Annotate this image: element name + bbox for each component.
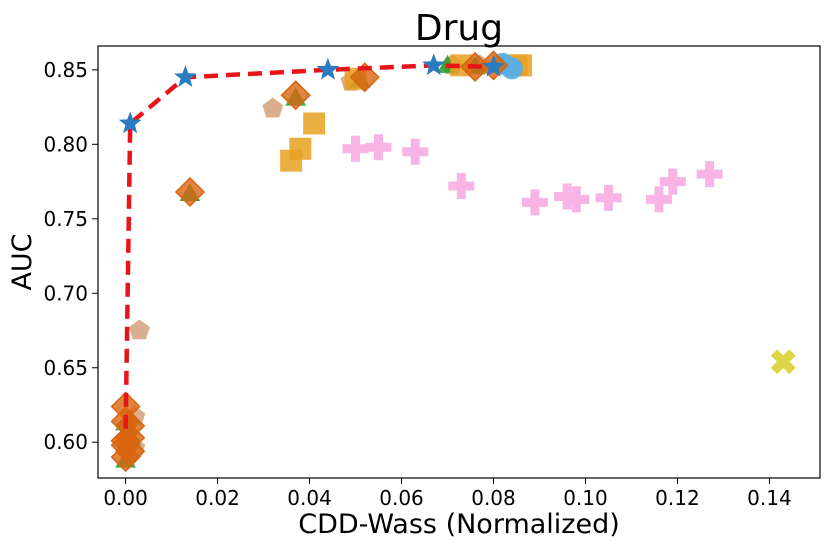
x-point	[770, 349, 796, 375]
plus-point	[365, 134, 392, 161]
y-tick-label: 0.65	[43, 356, 88, 380]
y-axis: 0.60 0.65 0.70 0.75 0.80 0.85	[43, 58, 98, 454]
x-tick-label: 0.00	[103, 486, 148, 510]
star-point	[174, 65, 197, 87]
plot-frame	[97, 45, 821, 479]
diamond-point	[280, 80, 311, 111]
plus-point	[521, 189, 548, 216]
pentagon-point	[128, 319, 150, 340]
plus-point	[402, 138, 429, 165]
pareto-frontier-line	[123, 63, 494, 429]
x-tick-label: 0.04	[287, 486, 332, 510]
plus-point	[342, 135, 369, 162]
x-tick-label: 0.08	[471, 486, 516, 510]
plus-point	[448, 173, 475, 199]
y-tick-label: 0.60	[43, 430, 88, 454]
diamond-point	[174, 176, 206, 208]
pentagon-point	[262, 97, 284, 118]
plus-point	[659, 168, 686, 195]
x-tick-label: 0.10	[563, 486, 608, 510]
y-tick-label: 0.70	[43, 281, 88, 305]
star-point	[316, 57, 340, 80]
square-point	[289, 137, 312, 160]
x-point-shape	[770, 349, 796, 375]
square-point	[303, 112, 326, 135]
plus-point	[646, 186, 672, 213]
y-tick-label: 0.85	[43, 58, 88, 82]
x-tick-label: 0.12	[655, 486, 700, 510]
star-point	[118, 111, 142, 134]
plus-point	[696, 161, 723, 188]
y-tick-label: 0.75	[43, 207, 88, 231]
diamond-point	[349, 62, 380, 93]
x-tick-label: 0.14	[747, 486, 792, 510]
y-axis-label: AUC	[7, 233, 38, 290]
x-tick-label: 0.06	[379, 486, 424, 510]
plus-point	[563, 186, 590, 213]
plot-marks	[110, 50, 796, 473]
chart-title: Drug	[415, 8, 503, 49]
y-tick-label: 0.80	[43, 132, 88, 156]
plus-point	[595, 184, 622, 211]
x-axis-label: CDD-Wass (Normalized)	[298, 509, 620, 540]
star-point	[482, 54, 505, 77]
star-point	[422, 53, 446, 76]
x-axis: 0.00 0.02 0.04 0.06 0.08 0.10 0.12 0.14	[103, 478, 792, 510]
x-tick-label: 0.02	[195, 486, 240, 510]
